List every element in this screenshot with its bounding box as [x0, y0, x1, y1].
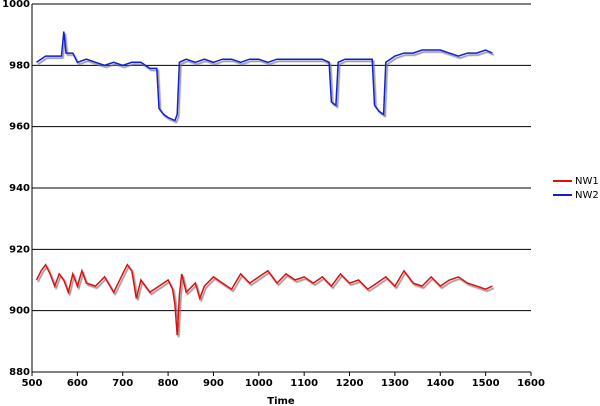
- x-tick-label: 800: [158, 378, 179, 389]
- x-tick-label: 1600: [517, 378, 545, 389]
- y-tick-label: 1000: [2, 0, 30, 10]
- legend-label: NW1: [575, 176, 599, 187]
- x-tick-label: 1500: [472, 378, 500, 389]
- line: [35, 263, 493, 336]
- x-tick-label: 900: [203, 378, 224, 389]
- legend-label: NW2: [575, 190, 599, 201]
- y-tick-label: 960: [9, 122, 30, 133]
- x-tick-label: 500: [22, 378, 43, 389]
- x-tick-label: 700: [112, 378, 133, 389]
- x-tick-label: 600: [67, 378, 88, 389]
- y-tick-label: 920: [9, 244, 30, 255]
- line: [36, 31, 493, 122]
- x-tick-label: 1000: [245, 378, 273, 389]
- x-tick-label: 1100: [290, 378, 318, 389]
- x-tick-label: 1200: [336, 378, 364, 389]
- y-tick-label: 940: [9, 183, 30, 194]
- x-tick-label: 1300: [381, 378, 409, 389]
- y-tick-label: 980: [9, 60, 30, 71]
- x-axis-label: Time: [267, 396, 295, 406]
- y-tick-label: 900: [9, 306, 30, 317]
- x-tick-label: 1400: [426, 378, 454, 389]
- y-tick-label: 880: [9, 367, 30, 378]
